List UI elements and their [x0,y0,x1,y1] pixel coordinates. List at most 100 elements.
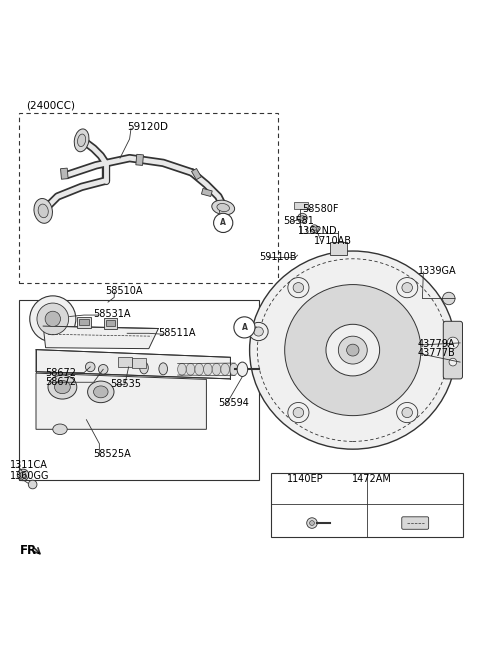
Ellipse shape [338,336,367,364]
Text: 1472AM: 1472AM [352,474,392,484]
Ellipse shape [53,424,67,434]
Circle shape [37,303,69,334]
Text: 58672: 58672 [46,368,77,378]
Circle shape [45,311,60,327]
Ellipse shape [98,365,108,374]
Text: 58594: 58594 [218,398,249,408]
Text: 58535: 58535 [110,378,142,389]
Polygon shape [36,373,206,429]
Bar [330,242,347,255]
Ellipse shape [140,362,148,374]
Ellipse shape [402,283,412,292]
Ellipse shape [288,277,309,298]
Ellipse shape [48,375,77,399]
Circle shape [214,214,233,233]
Ellipse shape [74,129,89,152]
Circle shape [447,337,458,349]
Ellipse shape [293,283,304,292]
Text: A: A [220,218,226,227]
Bar [106,321,115,326]
Ellipse shape [178,363,186,375]
Ellipse shape [293,407,304,418]
Ellipse shape [212,200,235,215]
Text: 43779A: 43779A [418,339,455,349]
Circle shape [30,296,76,342]
Ellipse shape [347,344,359,356]
Text: 58525A: 58525A [94,449,132,459]
Text: 58511A: 58511A [158,328,196,338]
Circle shape [449,358,456,366]
Bar [132,358,146,368]
Text: 43777B: 43777B [418,348,456,359]
Ellipse shape [326,325,380,376]
Text: 58581: 58581 [283,215,314,225]
Bar [60,168,68,179]
Polygon shape [36,350,230,379]
Ellipse shape [402,407,412,418]
Ellipse shape [78,134,85,147]
Text: 58531A: 58531A [94,309,131,319]
Bar [79,319,89,325]
Bar [202,189,212,196]
Ellipse shape [221,363,229,375]
Ellipse shape [254,327,264,336]
Circle shape [17,469,29,481]
Bar [294,202,308,210]
Ellipse shape [249,323,268,340]
Ellipse shape [288,403,309,422]
Circle shape [28,480,37,489]
Text: FR.: FR. [20,544,42,556]
Bar [19,300,259,480]
Text: (2400CC): (2400CC) [26,101,75,110]
Ellipse shape [396,277,418,298]
Bar [104,318,117,328]
Circle shape [311,225,318,233]
Ellipse shape [285,284,421,416]
Circle shape [312,227,316,231]
FancyBboxPatch shape [402,517,429,530]
Text: 59110B: 59110B [259,252,297,261]
Text: 58580F: 58580F [302,204,339,214]
Ellipse shape [55,380,71,394]
Circle shape [310,520,314,526]
Ellipse shape [217,204,229,212]
Ellipse shape [159,363,168,375]
Text: 59120D: 59120D [127,122,168,132]
Text: 1710AB: 1710AB [314,236,352,246]
Ellipse shape [237,362,248,376]
Bar [271,472,463,537]
Bar [192,168,201,180]
Text: 1339GA: 1339GA [418,266,456,276]
Bar [118,357,132,367]
Circle shape [443,292,455,305]
Bar [136,154,144,166]
Text: 1311CA: 1311CA [10,461,48,470]
Circle shape [298,214,307,223]
Circle shape [300,215,305,221]
Ellipse shape [229,363,238,375]
Ellipse shape [396,403,418,422]
Ellipse shape [85,362,95,372]
Ellipse shape [204,363,212,375]
Text: 1140EP: 1140EP [287,474,323,484]
Ellipse shape [38,204,48,217]
Ellipse shape [250,251,456,449]
Bar [19,112,278,283]
Circle shape [20,472,26,478]
Ellipse shape [87,381,114,403]
Ellipse shape [94,386,108,397]
Text: 58510A: 58510A [106,286,143,296]
Text: 1362ND: 1362ND [298,226,337,236]
Text: 1360GG: 1360GG [10,471,49,481]
Circle shape [307,518,317,528]
Polygon shape [43,326,158,349]
FancyBboxPatch shape [443,321,463,379]
Circle shape [234,317,255,338]
Ellipse shape [195,363,204,375]
Ellipse shape [186,363,195,375]
Bar [77,317,91,328]
Text: A: A [241,323,247,332]
Ellipse shape [212,363,221,375]
Text: 58672: 58672 [46,377,77,387]
Ellipse shape [34,198,52,223]
